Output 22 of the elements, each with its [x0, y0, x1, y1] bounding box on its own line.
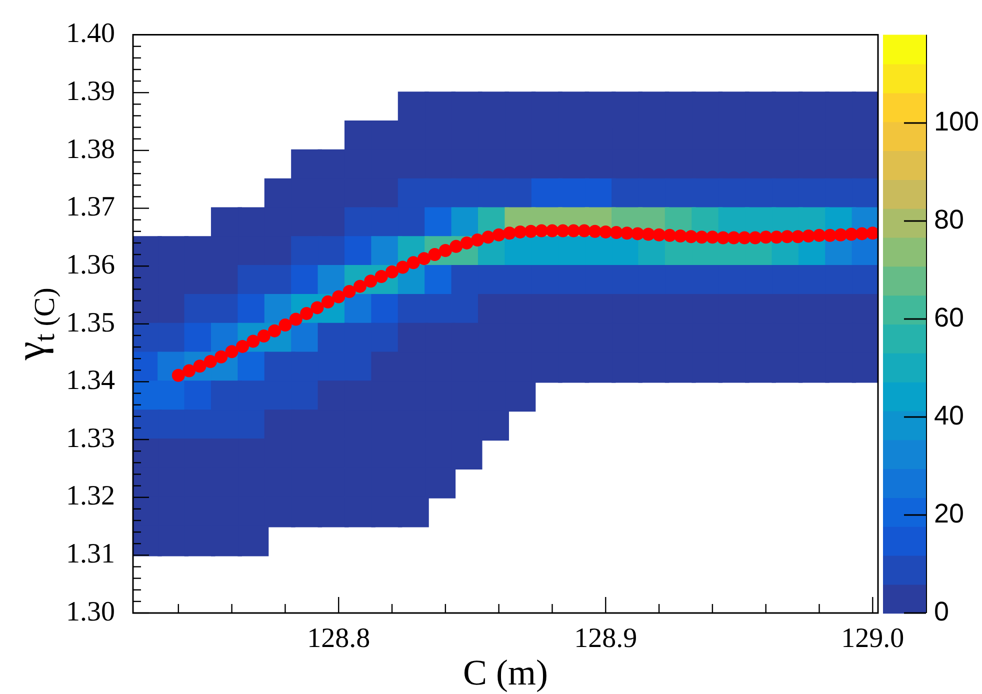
y-tick-label: 1.34 — [66, 365, 115, 396]
y-tick-label: 1.40 — [66, 18, 115, 50]
x-tick-label: 128.8 — [307, 623, 370, 654]
x-tick-label: 128.9 — [574, 623, 638, 654]
y-tick-label: 1.37 — [66, 192, 115, 223]
x-tick-label: 129.0 — [841, 623, 904, 654]
color-bar-label: 40 — [934, 400, 964, 430]
y-tick-label: 1.38 — [66, 134, 115, 165]
color-bar-label: 0 — [934, 596, 950, 626]
y-tick-label: 1.32 — [66, 480, 115, 512]
y-tick-label: 1.30 — [66, 596, 115, 628]
y-tick-label: 1.33 — [66, 422, 115, 454]
y-tick-label: 1.39 — [66, 76, 115, 107]
y-tick-label: 1.31 — [66, 538, 115, 570]
y-tick-label: 1.35 — [66, 307, 115, 338]
y-axis-title: γt (C) — [8, 288, 61, 362]
color-bar-label: 60 — [934, 302, 964, 332]
color-bar-label: 20 — [934, 498, 964, 528]
x-axis-title: C (m) — [463, 652, 548, 693]
y-tick-label: 1.36 — [66, 249, 115, 280]
color-bar-label: 100 — [934, 106, 980, 136]
color-bar-label: 80 — [934, 204, 964, 234]
